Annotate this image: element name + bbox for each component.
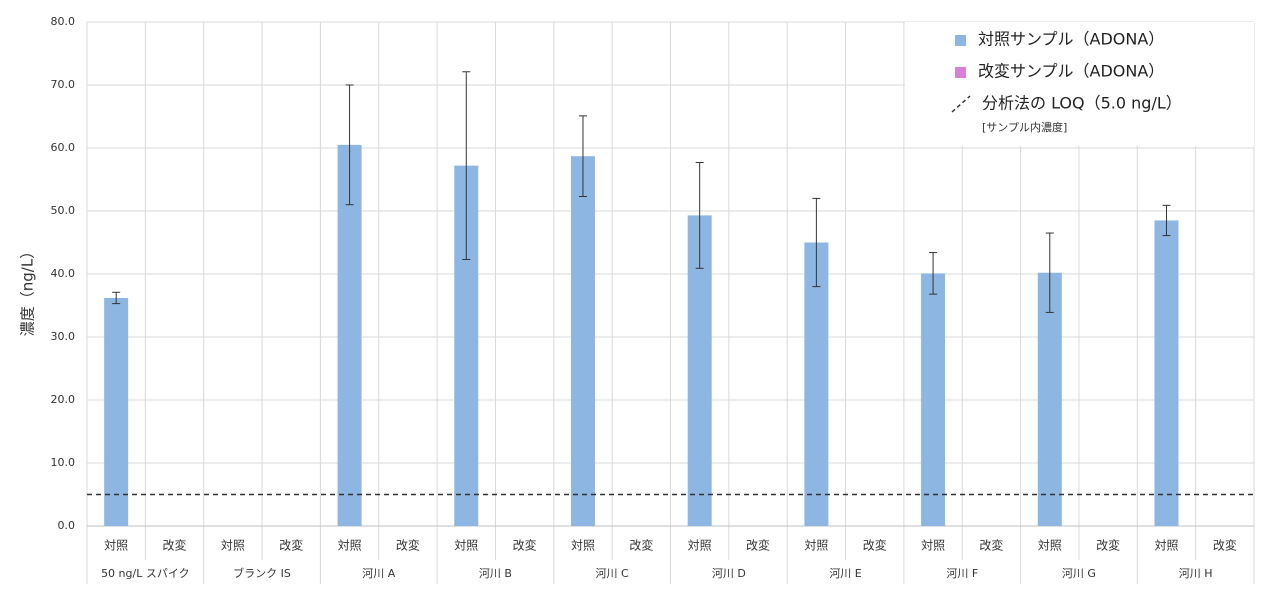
x-tick-label: 改変 [863,538,887,553]
group-label: 河川 A [362,567,395,580]
x-tick-label: 対照 [104,539,128,553]
group-label: 河川 F [946,567,978,580]
y-tick-label: 10.0 [51,456,76,469]
error-bar [578,115,587,198]
error-bar [345,84,354,206]
x-tick-label: 対照 [1154,539,1178,553]
x-tick-label: 対照 [804,539,828,553]
error-bar [112,291,121,305]
x-tick-label: 改変 [1096,538,1120,553]
error-bar [1162,204,1171,237]
x-tick-label: 対照 [1038,539,1062,553]
x-tick-label: 改変 [163,538,187,553]
bar [921,273,946,526]
x-tick-label: 改変 [1213,538,1237,553]
x-tick-label: 改変 [979,538,1003,553]
error-bar [695,161,704,269]
y-tick-label: 80.0 [51,15,76,28]
error-bar [929,252,938,295]
legend-label: 対照サンプル（ADONA） [978,30,1164,49]
x-tick-label: 改変 [279,538,303,553]
group-label: 河川 G [1062,567,1096,580]
bar [337,144,362,526]
y-tick-label: 20.0 [51,393,76,406]
group-label: 河川 C [596,567,629,580]
x-tick-label: 改変 [396,538,420,553]
group-label: 河川 E [829,567,861,580]
x-tick-label: 対照 [338,539,362,553]
error-bar [462,71,471,261]
y-tick-label: 60.0 [51,141,76,154]
x-tick-label: 対照 [571,539,595,553]
y-tick-label: 40.0 [51,267,76,280]
legend-label: 分析法の LOQ（5.0 ng/L） [982,94,1182,113]
y-axis-label: 濃度（ng/L） [19,244,37,336]
error-bar [1045,232,1054,313]
bar [1154,220,1179,526]
y-tick-label: 30.0 [51,330,76,343]
x-tick-label: 改変 [746,538,770,553]
bar [804,242,829,526]
group-label: ブランク IS [233,566,291,580]
x-tick-label: 改変 [513,538,537,553]
group-label: 河川 B [479,567,512,580]
legend-label: 改変サンプル（ADONA） [978,62,1164,81]
bar [104,297,129,526]
x-tick-label: 対照 [454,539,478,553]
x-tick-label: 対照 [221,539,245,553]
legend-note: [サンプル内濃度] [982,120,1067,134]
y-tick-label: 0.0 [58,519,76,532]
bar [570,156,595,526]
y-tick-label: 70.0 [51,78,76,91]
x-tick-label: 対照 [688,539,712,553]
legend-swatch [955,35,966,46]
group-label: 50 ng/L スパイク [101,567,190,580]
group-label: 河川 D [712,567,746,580]
legend-swatch [955,67,966,78]
x-tick-label: 改変 [629,538,653,553]
error-bar [812,197,821,288]
group-label: 河川 H [1179,567,1213,580]
x-tick-label: 対照 [921,539,945,553]
y-tick-label: 50.0 [51,204,76,217]
bar [1037,272,1062,526]
